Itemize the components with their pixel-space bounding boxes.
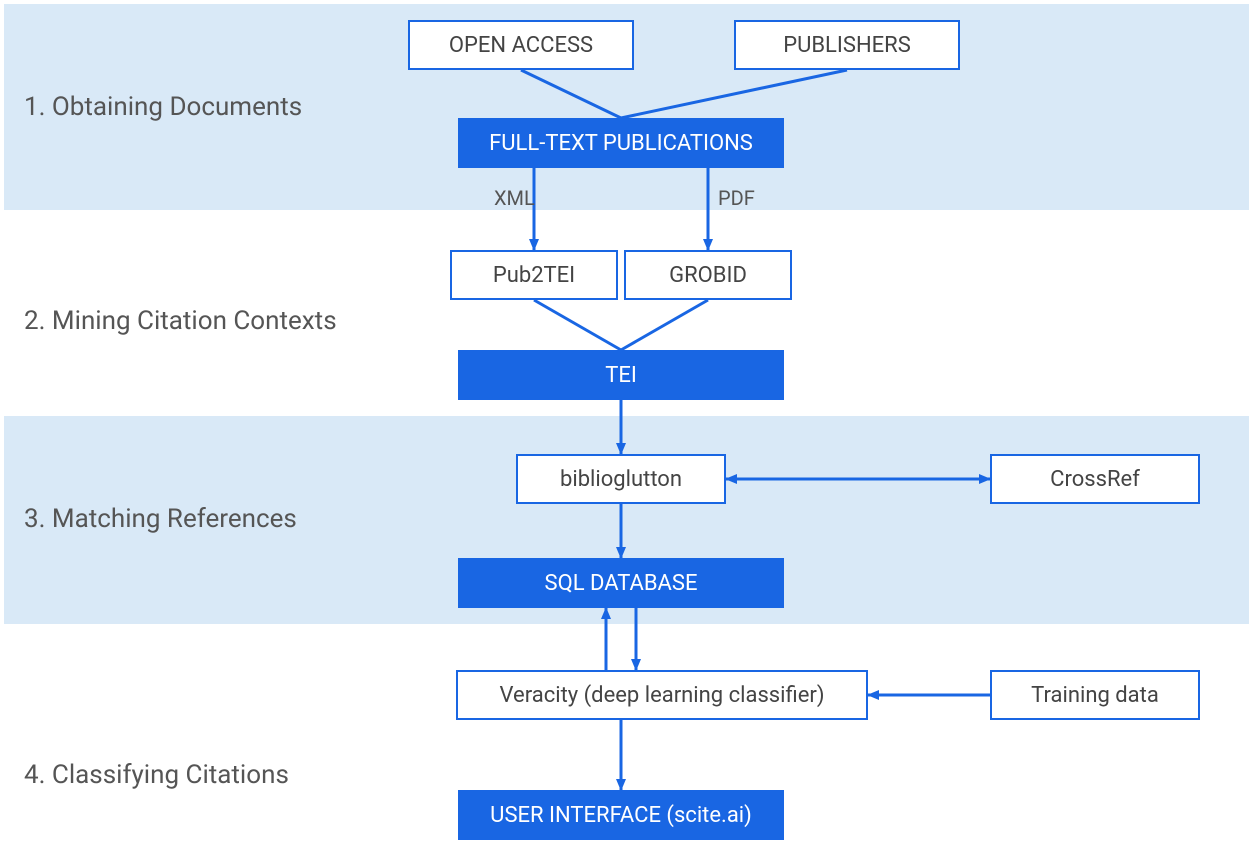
node-label-crossref: CrossRef [1050,467,1140,492]
node-tei: TEI [458,350,784,400]
section-label-4: 4. Classifying Citations [24,760,289,790]
node-label-biblioglutton: biblioglutton [560,467,682,492]
node-label-training: Training data [1031,683,1159,708]
edge-5 [621,300,708,350]
node-fulltext: FULL-TEXT PUBLICATIONS [458,118,784,168]
node-crossref: CrossRef [990,454,1200,504]
section-label-1: 1. Obtaining Documents [24,92,302,122]
node-label-sqldb: SQL DATABASE [545,571,698,596]
node-publishers: PUBLISHERS [734,20,960,70]
edge-4 [534,300,621,350]
edge-label-0: XML [494,186,535,210]
node-veracity: Veracity (deep learning classifier) [456,670,868,720]
node-biblioglutton: biblioglutton [516,454,726,504]
node-label-open_access: OPEN ACCESS [449,33,593,58]
section-label-2: 2. Mining Citation Contexts [24,306,337,336]
flowchart-diagram: OPEN ACCESS PUBLISHERS FULL-TEXT PUBLICATI… [0,0,1253,854]
edge-label-1: PDF [718,186,755,210]
node-label-fulltext: FULL-TEXT PUBLICATIONS [489,131,753,156]
node-label-tei: TEI [605,363,637,388]
node-label-publishers: PUBLISHERS [783,33,911,58]
node-training: Training data [990,670,1200,720]
node-pub2tei: Pub2TEI [450,250,618,300]
node-sqldb: SQL DATABASE [458,558,784,608]
node-open_access: OPEN ACCESS [408,20,634,70]
node-label-ui: USER INTERFACE (scite.ai) [490,803,752,828]
node-label-grobid: GROBID [669,263,747,288]
node-label-pub2tei: Pub2TEI [493,263,575,288]
node-ui: USER INTERFACE (scite.ai) [458,790,784,840]
node-label-veracity: Veracity (deep learning classifier) [500,683,825,708]
node-grobid: GROBID [624,250,792,300]
section-label-3: 3. Matching References [24,504,297,534]
